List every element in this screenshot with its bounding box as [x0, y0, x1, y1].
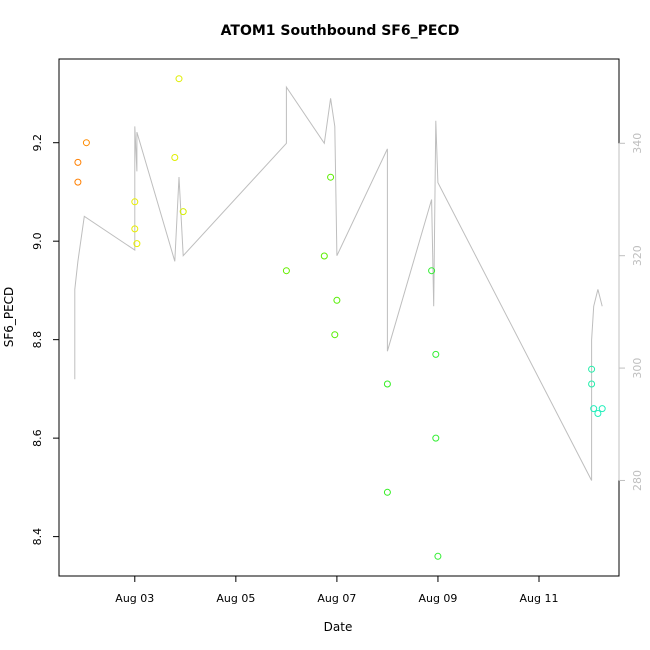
- x-tick-label: Aug 07: [317, 592, 356, 605]
- y-axis: 8.4 8.6 8.8 9.0 9.2: [31, 134, 60, 546]
- data-point: [590, 405, 598, 413]
- x-tick-label: Aug 03: [115, 592, 154, 605]
- data-point: [175, 75, 183, 83]
- x-tick-label: Aug 05: [216, 592, 255, 605]
- y2-tick-label: 280: [631, 470, 644, 491]
- data-point: [594, 410, 602, 417]
- data-point: [588, 380, 596, 388]
- data-point: [432, 434, 440, 442]
- data-points: [74, 75, 606, 560]
- x-axis-label: Date: [324, 620, 353, 634]
- data-point: [131, 198, 139, 206]
- data-point: [74, 158, 82, 166]
- data-point: [179, 208, 187, 216]
- y2-tick-label: 320: [631, 245, 644, 266]
- data-point: [383, 380, 391, 388]
- data-point: [133, 240, 141, 248]
- data-point: [598, 405, 606, 413]
- y-tick-label: 8.6: [31, 429, 44, 447]
- data-point: [331, 331, 339, 339]
- y-tick-label: 8.4: [31, 528, 44, 546]
- data-point: [383, 488, 391, 496]
- data-point: [434, 552, 442, 560]
- plot-frame: [58, 58, 620, 577]
- data-point: [588, 365, 596, 373]
- x-tick-label: Aug 11: [520, 592, 559, 605]
- x-tick-label: Aug 09: [418, 592, 457, 605]
- data-point: [428, 267, 436, 275]
- secondary-series: [74, 85, 603, 481]
- secondary-series-line: [74, 85, 603, 481]
- data-point: [171, 154, 179, 161]
- y-axis-label: SF6_PECD: [2, 287, 16, 348]
- data-point: [82, 139, 90, 147]
- chart-title: ATOM1 Southbound SF6_PECD: [221, 23, 460, 39]
- y-tick-label: 9.0: [31, 232, 44, 250]
- y2-tick-label: 340: [631, 133, 644, 154]
- x-axis: Aug 03 Aug 05 Aug 07 Aug 09 Aug 11: [115, 575, 559, 605]
- data-point: [320, 252, 328, 260]
- data-point: [74, 178, 82, 186]
- y-tick-label: 8.8: [31, 331, 44, 349]
- data-point: [327, 173, 335, 181]
- secondary-y-axis: 280 300 320 340: [618, 133, 644, 491]
- data-point: [432, 350, 440, 358]
- y-tick-label: 9.2: [31, 134, 44, 152]
- data-point: [131, 225, 139, 233]
- data-point: [282, 267, 290, 275]
- data-point: [333, 296, 341, 304]
- y2-tick-label: 300: [631, 358, 644, 379]
